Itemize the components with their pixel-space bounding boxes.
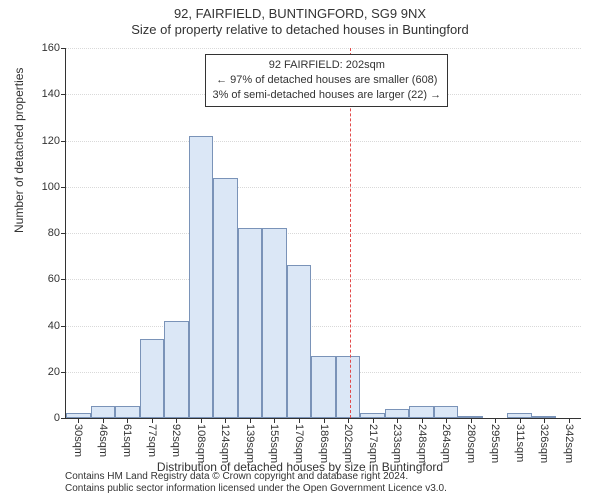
x-tick-mark — [520, 418, 521, 423]
histogram-bar — [336, 356, 361, 418]
callout-line3: 3% of semi-detached houses are larger (2… — [212, 88, 441, 103]
y-tick-label: 20 — [48, 366, 60, 378]
x-tick-label: 30sqm — [72, 424, 84, 457]
y-tick-mark — [61, 94, 66, 95]
x-tick-mark — [176, 418, 177, 423]
histogram-bar — [311, 356, 336, 418]
histogram-bar — [164, 321, 189, 418]
x-tick-mark — [422, 418, 423, 423]
footnote-line1: Contains HM Land Registry data © Crown c… — [65, 471, 447, 483]
callout-line1: 92 FAIRFIELD: 202sqm — [212, 58, 441, 73]
sub-title: Size of property relative to detached ho… — [0, 22, 600, 37]
y-tick-mark — [61, 418, 66, 419]
x-tick-mark — [373, 418, 374, 423]
y-gridline — [66, 48, 581, 49]
x-tick-label: 326sqm — [538, 424, 550, 463]
footnote: Contains HM Land Registry data © Crown c… — [65, 471, 447, 495]
footnote-line2: Contains public sector information licen… — [65, 483, 447, 495]
x-tick-label: 202sqm — [342, 424, 354, 463]
histogram-bar — [409, 406, 434, 418]
x-tick-label: 248sqm — [416, 424, 428, 463]
x-tick-mark — [495, 418, 496, 423]
callout-box: 92 FAIRFIELD: 202sqm← 97% of detached ho… — [205, 54, 448, 107]
y-tick-label: 40 — [48, 320, 60, 332]
callout-line2: ← 97% of detached houses are smaller (60… — [212, 73, 441, 88]
x-tick-label: 155sqm — [268, 424, 280, 463]
y-gridline — [66, 279, 581, 280]
y-axis-title: Number of detached properties — [12, 68, 26, 233]
y-tick-label: 60 — [48, 273, 60, 285]
x-tick-label: 217sqm — [367, 424, 379, 463]
x-tick-label: 108sqm — [195, 424, 207, 463]
y-tick-mark — [61, 279, 66, 280]
y-tick-label: 100 — [42, 181, 60, 193]
x-tick-mark — [250, 418, 251, 423]
y-tick-mark — [61, 187, 66, 188]
histogram-bar — [91, 406, 116, 418]
histogram-bar — [385, 409, 410, 418]
x-tick-mark — [78, 418, 79, 423]
x-tick-label: 92sqm — [170, 424, 182, 457]
x-tick-mark — [324, 418, 325, 423]
y-tick-mark — [61, 372, 66, 373]
histogram-bar — [213, 178, 238, 419]
histogram-bar — [140, 339, 165, 418]
histogram-bar — [115, 406, 140, 418]
x-tick-label: 264sqm — [440, 424, 452, 463]
x-tick-mark — [544, 418, 545, 423]
histogram-bar — [262, 228, 287, 418]
x-tick-label: 61sqm — [121, 424, 133, 457]
y-tick-label: 140 — [42, 88, 60, 100]
x-tick-label: 233sqm — [391, 424, 403, 463]
x-tick-mark — [348, 418, 349, 423]
y-gridline — [66, 141, 581, 142]
x-tick-mark — [152, 418, 153, 423]
x-tick-mark — [569, 418, 570, 423]
y-tick-label: 160 — [42, 42, 60, 54]
x-tick-mark — [471, 418, 472, 423]
histogram-bar — [434, 406, 459, 418]
x-tick-mark — [127, 418, 128, 423]
y-gridline — [66, 326, 581, 327]
histogram-bar — [287, 265, 312, 418]
x-tick-label: 46sqm — [97, 424, 109, 457]
x-tick-mark — [397, 418, 398, 423]
x-tick-label: 295sqm — [489, 424, 501, 463]
x-tick-label: 170sqm — [293, 424, 305, 463]
x-tick-mark — [274, 418, 275, 423]
x-tick-label: 311sqm — [514, 424, 526, 462]
y-tick-label: 80 — [48, 227, 60, 239]
plot-area: 02040608010012014016030sqm46sqm61sqm77sq… — [65, 48, 581, 419]
x-tick-label: 124sqm — [219, 424, 231, 463]
x-tick-label: 77sqm — [146, 424, 158, 457]
x-tick-mark — [103, 418, 104, 423]
x-tick-label: 186sqm — [318, 424, 330, 463]
chart-container: 92, FAIRFIELD, BUNTINGFORD, SG9 9NX Size… — [0, 0, 600, 500]
x-tick-mark — [201, 418, 202, 423]
y-gridline — [66, 187, 581, 188]
y-tick-mark — [61, 141, 66, 142]
histogram-bar — [189, 136, 214, 418]
super-title: 92, FAIRFIELD, BUNTINGFORD, SG9 9NX — [0, 6, 600, 21]
y-tick-mark — [61, 326, 66, 327]
x-tick-label: 342sqm — [563, 424, 575, 463]
histogram-bar — [238, 228, 263, 418]
y-gridline — [66, 233, 581, 234]
x-tick-mark — [446, 418, 447, 423]
x-tick-mark — [225, 418, 226, 423]
y-tick-mark — [61, 48, 66, 49]
x-tick-label: 280sqm — [465, 424, 477, 463]
y-tick-label: 0 — [54, 412, 60, 424]
y-tick-label: 120 — [42, 135, 60, 147]
x-tick-label: 139sqm — [244, 424, 256, 463]
x-tick-mark — [299, 418, 300, 423]
y-tick-mark — [61, 233, 66, 234]
